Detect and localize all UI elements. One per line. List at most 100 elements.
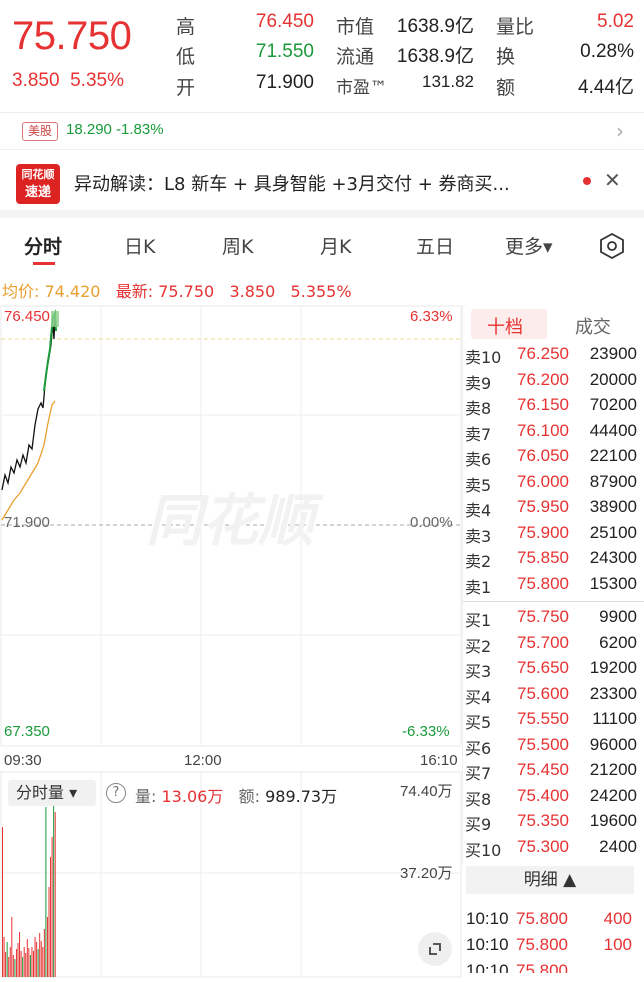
detail-time: 10:10 [466,961,509,973]
volume-bar [20,951,22,977]
buy-level-label: 买2 [465,636,492,656]
volume-bar [33,951,34,977]
news-banner[interactable]: 同花顺 速递 异动解读：L8 新车 + 具身智能 +3月交付 + 券商买... … [0,150,644,218]
buy-price: 75.550 [517,709,569,728]
sell-level-label: 卖1 [465,577,492,597]
tab-more[interactable]: 更多▾ [505,236,553,258]
detail-toggle[interactable]: 明细 ▲ [466,866,634,894]
buy-price: 75.450 [517,760,569,779]
stat-value-amount: 4.44亿 [578,77,634,98]
stat-value-volratio: 5.02 [597,11,634,32]
volume-bar [50,857,52,977]
avg-price-line [1,400,56,521]
volume-bar [37,949,39,977]
stat-label-high: 高 [176,16,196,38]
volume-bar [43,929,45,977]
tab-intraday[interactable]: 分时 [24,236,63,258]
chart-info-bar: 均价: 74.420 最新: 75.750 3.850 5.355% [2,278,352,302]
volume-bar [48,887,50,977]
vol-value: 13.06万 [161,787,224,806]
us-stock-badge: 美股 [22,122,58,141]
volume-bar [9,947,11,977]
volume-bar [53,787,55,977]
current-price-marker [51,311,59,327]
us-stock-quote: 18.290 -1.83% [66,121,164,138]
buy-level-label: 买8 [465,789,492,809]
sell-level-label: 卖10 [465,348,502,367]
sell-volume: 38900 [589,497,637,516]
volume-bar [12,955,14,977]
latest-pct: 5.355% [290,282,352,301]
axis-high-price: 76.450 [4,308,50,325]
sell-order-row: 卖2 75.850 24300 [463,548,644,573]
tab-ten-levels[interactable]: 十档 [487,317,523,338]
detail-price: 75.800 [516,909,568,928]
chevron-right-icon: › [616,119,624,143]
tab-trades[interactable]: 成交 [575,317,611,338]
sell-volume: 87900 [589,471,637,491]
volume-bar [25,953,27,977]
sell-price: 75.850 [517,548,569,567]
buy-order-row: 买5 75.550 11100 [463,709,644,734]
buy-volume: 23300 [589,683,637,703]
detail-price: 75.800 [516,961,568,973]
buy-price: 75.750 [517,607,569,626]
volume-bar [39,933,41,977]
buy-order-row: 买7 75.450 21200 [463,760,644,785]
sell-level-label: 卖2 [465,552,492,571]
settings-icon[interactable] [598,232,626,260]
volume-type-dropdown[interactable]: 分时量 ▾ [8,780,96,806]
buy-volume: 11100 [592,709,637,728]
news-headline[interactable]: 异动解读：L8 新车 + 具身智能 +3月交付 + 券商买... [74,174,510,195]
tab-daily[interactable]: 日K [124,236,156,258]
intraday-chart[interactable]: 同花顺 [0,305,462,980]
close-icon[interactable]: ✕ [604,168,621,192]
vol-label: 量: [135,787,157,806]
tab-monthly[interactable]: 月K [320,236,352,258]
buy-volume: 19600 [589,811,637,830]
volume-mid: 37.20万 [400,865,453,882]
buy-level-label: 买4 [465,687,492,707]
detail-time: 10:10 [466,909,509,928]
axis-high-pct: 6.33% [410,308,453,325]
us-stock-row[interactable]: 美股 18.290 -1.83% › [0,112,644,150]
buy-level-label: 买1 [465,611,492,630]
stat-value-turnover: 0.28% [580,41,634,62]
sell-level-label: 卖8 [465,399,492,418]
buy-volume: 2400 [599,836,637,856]
watermark: 同花顺 [146,489,324,552]
buy-order-row: 买3 75.650 19200 [463,658,644,683]
sell-price: 76.250 [517,344,569,363]
buy-level-label: 买3 [465,662,492,681]
sell-level-label: 卖7 [465,424,492,444]
volume-bar [28,948,30,977]
detail-row: 10:10 75.800 400 [466,909,636,934]
buy-order-row: 买6 75.500 96000 [463,735,644,760]
buy-order-row: 买2 75.700 6200 [463,633,644,658]
chart-tabs: 分时 日K 周K 月K 五日 更多▾ [0,222,644,268]
volume-bar [31,947,33,977]
expand-icon [429,943,441,955]
sell-price: 75.950 [517,497,569,516]
sell-order-row: 卖7 76.100 44400 [463,421,644,446]
sell-volume: 20000 [589,369,637,389]
sell-order-row: 卖8 76.150 70200 [463,395,644,420]
axis-low-price: 67.350 [4,723,50,740]
buy-order-row: 买8 75.400 24200 [463,786,644,811]
change-percent: 5.35% [70,70,124,91]
help-icon[interactable]: ? [106,783,126,803]
tab-five-day[interactable]: 五日 [416,236,455,258]
sell-order-row: 卖1 75.800 15300 [463,574,644,599]
buy-price: 75.400 [517,785,569,805]
stat-label-mktcap: 市值 [336,16,375,38]
buy-volume: 6200 [599,632,637,652]
quote-stats: 高 76.450 市值 1638.9亿 量比 5.02 低 71.550 流通 … [0,0,644,110]
volume-bar [40,941,42,977]
tab-weekly[interactable]: 周K [222,236,254,258]
latest-price: 最新: 75.750 [115,282,215,301]
book-divider [463,601,644,602]
expand-button[interactable] [418,932,452,966]
detail-row: 10:10 75.800 [466,961,636,973]
sell-level-label: 卖6 [465,450,492,469]
buy-price: 75.700 [517,632,569,652]
